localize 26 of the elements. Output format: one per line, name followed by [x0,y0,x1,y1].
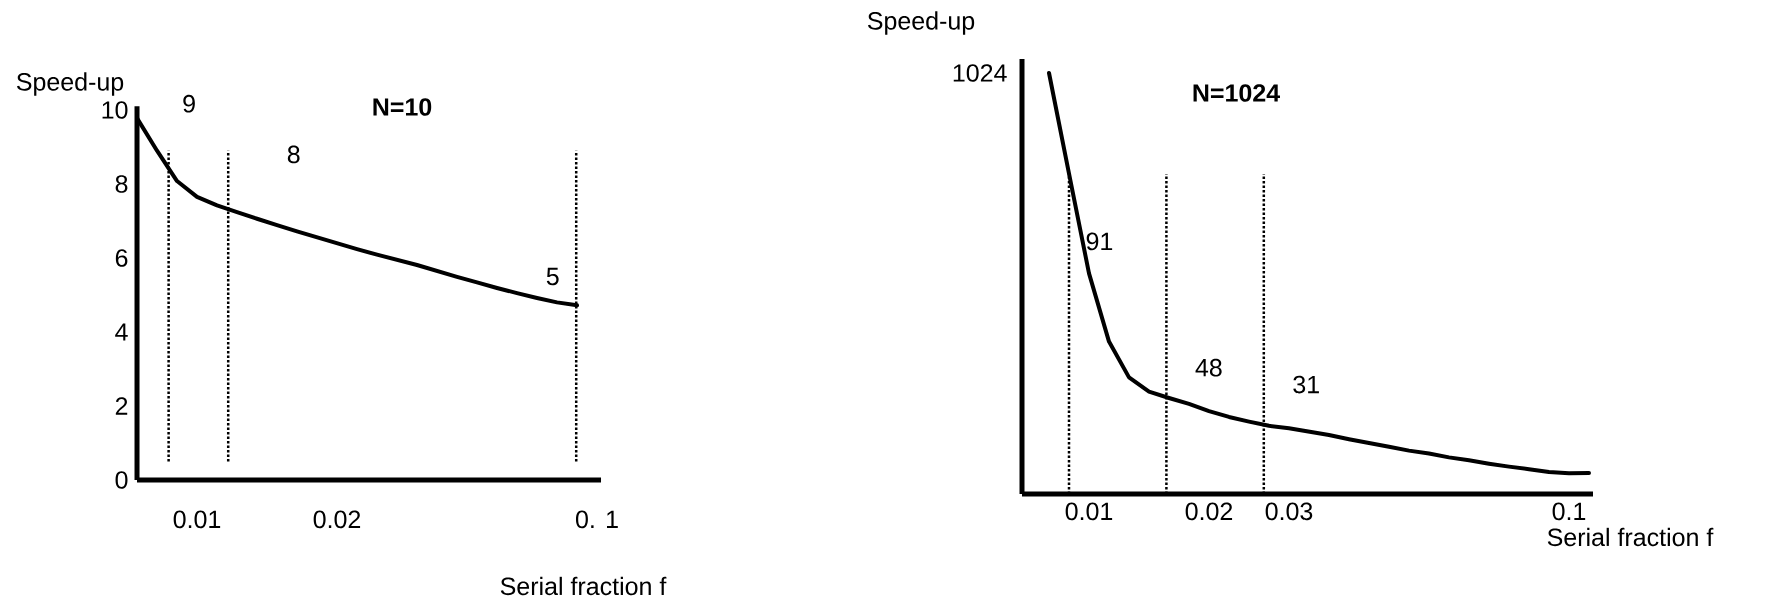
y-tick-label: 8 [115,175,128,193]
annotation: 48 [1195,358,1222,377]
y-axis-title: Speed-up [867,11,975,35]
y-tick-label: 4 [115,323,128,341]
text: 1024 [953,64,1007,82]
y-tick-label: 6 [115,249,128,267]
x-tick-label: 0.02 [1185,502,1233,521]
x-tick-label: 0.1 [1552,502,1586,521]
x-tick-label: 0.01 [173,510,221,529]
x-tick-label: 0.02 [313,510,361,529]
annotation: 9 [183,94,195,113]
y-axis-title: Speed-up [16,72,124,96]
annotation: 8 [287,145,300,164]
x-axis-title: Serial fraction f [500,576,667,596]
y-tick-label: 2 [115,397,128,415]
x-axis-title: Serial fraction f [1547,527,1714,547]
x-tick-label: 0.01 [1065,502,1113,521]
annotation: 5 [546,267,559,286]
y-tick-label: 10 [102,101,128,119]
y-tick-label: 0 [115,471,128,489]
annotation: 31 [1293,375,1319,394]
x-tick-label: 0.03 [1265,502,1313,521]
chart-title: N=10 [373,98,432,116]
chart-title: N=1024 [1193,84,1280,102]
annotation: 91 [1086,232,1113,251]
x-tick-label: 0. 1 [575,510,618,529]
